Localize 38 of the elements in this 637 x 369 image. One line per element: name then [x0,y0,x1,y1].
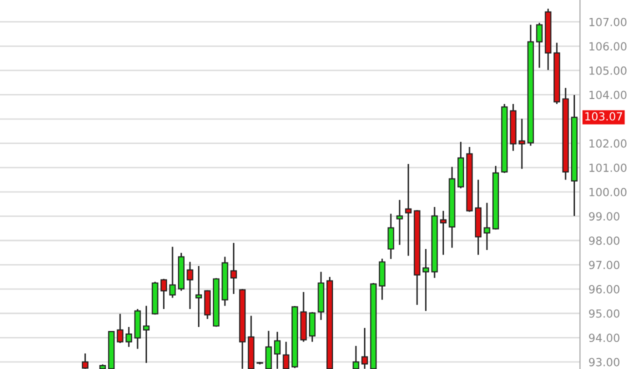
y-tick-label: 98.00 [589,236,620,245]
candlestick [422,248,430,312]
y-tick-label: 102.00 [590,139,626,148]
candlestick [405,163,412,256]
candlestick [396,199,403,246]
y-tick-label: 107.00 [590,18,626,26]
y-tick-label: 101.00 [590,164,626,172]
candlestick [143,305,150,364]
candlestick [195,265,202,328]
y-tick-label: 104.00 [590,90,626,100]
candlestick [274,331,281,369]
y-tick-label: 99.00 [589,212,620,221]
candlestick [518,118,526,170]
y-tick-label: 96.00 [589,285,620,294]
candlestick [440,210,447,256]
candlestick [282,341,290,369]
y-tick-label: 97.00 [589,260,620,270]
candlestick [169,246,176,299]
candlestick [160,278,168,310]
candlestick [388,213,394,260]
candlestick [265,330,272,369]
candlestick [186,261,194,310]
candlestick [230,242,237,295]
annotation: 103.07 [585,112,622,121]
candlestick [126,326,132,348]
candlestick [82,352,88,369]
y-tick-label: 95.00 [589,309,620,318]
candlestick [116,313,124,344]
candlestick [484,202,490,251]
y-tick-label: 94.00 [589,334,620,342]
y-tick-label: 106.00 [590,42,626,51]
y-tick-label: 93.00 [589,358,620,366]
y-tick-label: 100.00 [590,188,626,196]
candlestick [309,311,316,342]
y-tick-label: 105.00 [590,66,626,75]
candlestick [352,345,360,369]
candlestick [536,22,543,68]
candlestick [361,327,368,369]
